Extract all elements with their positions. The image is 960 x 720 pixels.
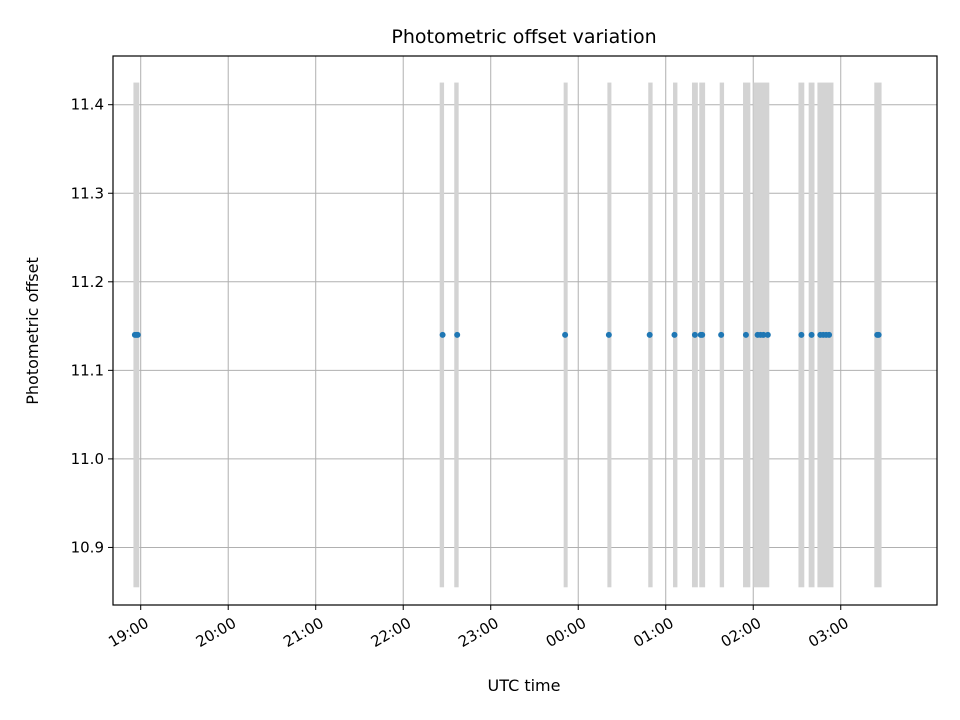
data-point — [764, 331, 771, 338]
data-point — [760, 331, 767, 338]
y-tick-label: 11.4 — [71, 96, 104, 114]
y-axis-ticks: 10.9 11.0 11.1 11.2 11.3 11.4 — [71, 96, 113, 556]
data-point — [562, 331, 569, 338]
data-point — [671, 331, 678, 338]
data-point — [439, 331, 446, 338]
data-point — [718, 331, 725, 338]
x-axis-label: UTC time — [488, 676, 561, 695]
y-tick-label: 11.2 — [71, 273, 104, 291]
data-point — [454, 331, 461, 338]
y-tick-label: 11.3 — [71, 184, 104, 202]
data-point — [605, 331, 612, 338]
data-point — [826, 331, 833, 338]
data-point — [798, 331, 805, 338]
chart-title: Photometric offset variation — [391, 26, 656, 48]
y-tick-label: 10.9 — [71, 538, 104, 556]
data-point — [134, 331, 141, 338]
data-point — [808, 331, 815, 338]
y-tick-label: 11.1 — [71, 361, 104, 379]
data-point — [875, 331, 882, 338]
data-point — [699, 331, 706, 338]
data-point — [646, 331, 653, 338]
data-point — [691, 331, 698, 338]
data-points — [131, 331, 882, 338]
y-tick-label: 11.0 — [71, 450, 104, 468]
plot-frame — [112, 55, 938, 606]
data-point — [742, 331, 749, 338]
y-axis-label: Photometric offset — [23, 257, 42, 405]
